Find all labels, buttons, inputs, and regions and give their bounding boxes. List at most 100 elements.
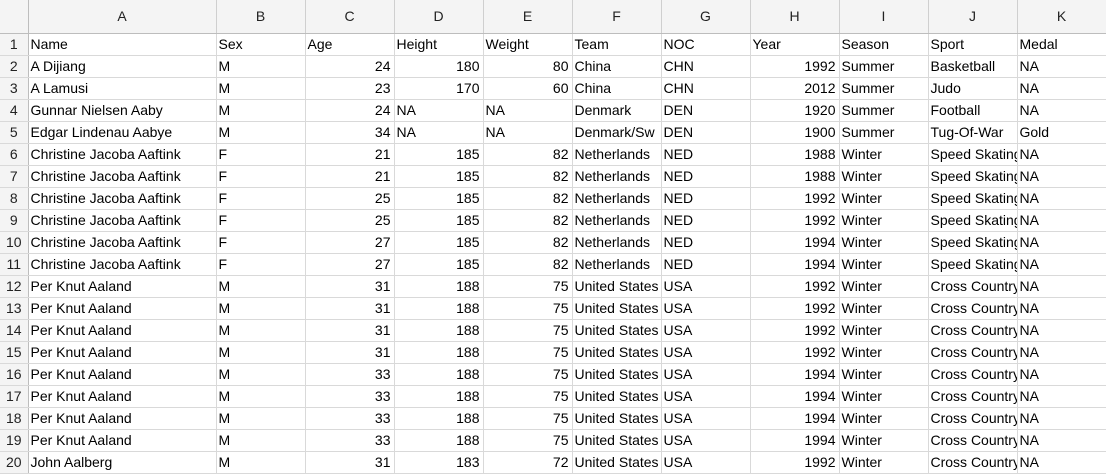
cell-b7[interactable]: F [216, 165, 306, 188]
cell-f8[interactable]: Netherlands [572, 187, 662, 210]
cell-i13[interactable]: Winter [839, 297, 929, 320]
cell-a16[interactable]: Per Knut Aaland [28, 363, 217, 386]
cell-d20[interactable]: 183 [394, 451, 484, 474]
cell-b18[interactable]: M [216, 407, 306, 430]
cell-b1[interactable]: Sex [216, 33, 306, 56]
cell-f18[interactable]: United States [572, 407, 662, 430]
cell-i11[interactable]: Winter [839, 253, 929, 276]
cell-g14[interactable]: USA [661, 319, 751, 342]
cell-j17[interactable]: Cross Country [928, 385, 1018, 408]
cell-g17[interactable]: USA [661, 385, 751, 408]
cell-k5[interactable]: Gold [1017, 121, 1106, 144]
cell-d14[interactable]: 188 [394, 319, 484, 342]
cell-e3[interactable]: 60 [483, 77, 573, 100]
cell-k18[interactable]: NA [1017, 407, 1106, 430]
cell-g20[interactable]: USA [661, 451, 751, 474]
cell-e6[interactable]: 82 [483, 143, 573, 166]
cell-i20[interactable]: Winter [839, 451, 929, 474]
cell-d12[interactable]: 188 [394, 275, 484, 298]
cell-k2[interactable]: NA [1017, 55, 1106, 78]
cell-j12[interactable]: Cross Country [928, 275, 1018, 298]
cell-e20[interactable]: 72 [483, 451, 573, 474]
cell-j1[interactable]: Sport [928, 33, 1018, 56]
cell-a14[interactable]: Per Knut Aaland [28, 319, 217, 342]
cell-c15[interactable]: 31 [305, 341, 395, 364]
cell-c12[interactable]: 31 [305, 275, 395, 298]
cell-a18[interactable]: Per Knut Aaland [28, 407, 217, 430]
cell-f3[interactable]: China [572, 77, 662, 100]
cell-d18[interactable]: 188 [394, 407, 484, 430]
cell-g10[interactable]: NED [661, 231, 751, 254]
cell-e19[interactable]: 75 [483, 429, 573, 452]
column-header-d[interactable]: D [394, 0, 484, 34]
cell-f19[interactable]: United States [572, 429, 662, 452]
cell-j18[interactable]: Cross Country [928, 407, 1018, 430]
cell-a1[interactable]: Name [28, 33, 217, 56]
cell-g8[interactable]: NED [661, 187, 751, 210]
cell-e9[interactable]: 82 [483, 209, 573, 232]
cell-a15[interactable]: Per Knut Aaland [28, 341, 217, 364]
cell-h1[interactable]: Year [750, 33, 840, 56]
cell-k7[interactable]: NA [1017, 165, 1106, 188]
cell-j15[interactable]: Cross Country [928, 341, 1018, 364]
cell-a17[interactable]: Per Knut Aaland [28, 385, 217, 408]
cell-c13[interactable]: 31 [305, 297, 395, 320]
cell-b6[interactable]: F [216, 143, 306, 166]
cell-e17[interactable]: 75 [483, 385, 573, 408]
cell-j14[interactable]: Cross Country [928, 319, 1018, 342]
cell-e18[interactable]: 75 [483, 407, 573, 430]
cell-a6[interactable]: Christine Jacoba Aaftink [28, 143, 217, 166]
cell-d7[interactable]: 185 [394, 165, 484, 188]
column-header-e[interactable]: E [483, 0, 573, 34]
cell-b13[interactable]: M [216, 297, 306, 320]
cell-e8[interactable]: 82 [483, 187, 573, 210]
cell-b4[interactable]: M [216, 99, 306, 122]
cell-d19[interactable]: 188 [394, 429, 484, 452]
cell-i2[interactable]: Summer [839, 55, 929, 78]
cell-c9[interactable]: 25 [305, 209, 395, 232]
cell-c4[interactable]: 24 [305, 99, 395, 122]
cell-h12[interactable]: 1992 [750, 275, 840, 298]
cell-e14[interactable]: 75 [483, 319, 573, 342]
cell-k17[interactable]: NA [1017, 385, 1106, 408]
row-header[interactable]: 13 [0, 297, 29, 320]
cell-f9[interactable]: Netherlands [572, 209, 662, 232]
row-header[interactable]: 20 [0, 451, 29, 474]
cell-k16[interactable]: NA [1017, 363, 1106, 386]
cell-a8[interactable]: Christine Jacoba Aaftink [28, 187, 217, 210]
cell-b16[interactable]: M [216, 363, 306, 386]
cell-i12[interactable]: Winter [839, 275, 929, 298]
cell-b15[interactable]: M [216, 341, 306, 364]
cell-b9[interactable]: F [216, 209, 306, 232]
row-header[interactable]: 9 [0, 209, 29, 232]
row-header[interactable]: 4 [0, 99, 29, 122]
cell-a10[interactable]: Christine Jacoba Aaftink [28, 231, 217, 254]
cell-d5[interactable]: NA [394, 121, 484, 144]
cell-g5[interactable]: DEN [661, 121, 751, 144]
cell-c7[interactable]: 21 [305, 165, 395, 188]
row-header[interactable]: 12 [0, 275, 29, 298]
cell-d17[interactable]: 188 [394, 385, 484, 408]
cell-f20[interactable]: United States [572, 451, 662, 474]
cell-g15[interactable]: USA [661, 341, 751, 364]
cell-j9[interactable]: Speed Skating [928, 209, 1018, 232]
cell-h3[interactable]: 2012 [750, 77, 840, 100]
cell-e4[interactable]: NA [483, 99, 573, 122]
cell-a3[interactable]: A Lamusi [28, 77, 217, 100]
cell-h16[interactable]: 1994 [750, 363, 840, 386]
cell-k15[interactable]: NA [1017, 341, 1106, 364]
cell-h14[interactable]: 1992 [750, 319, 840, 342]
cell-d10[interactable]: 185 [394, 231, 484, 254]
cell-e11[interactable]: 82 [483, 253, 573, 276]
cell-a12[interactable]: Per Knut Aaland [28, 275, 217, 298]
cell-b10[interactable]: F [216, 231, 306, 254]
column-header-c[interactable]: C [305, 0, 395, 34]
cell-h6[interactable]: 1988 [750, 143, 840, 166]
cell-i10[interactable]: Winter [839, 231, 929, 254]
cell-f15[interactable]: United States [572, 341, 662, 364]
cell-d1[interactable]: Height [394, 33, 484, 56]
cell-j7[interactable]: Speed Skating [928, 165, 1018, 188]
cell-c17[interactable]: 33 [305, 385, 395, 408]
cell-e15[interactable]: 75 [483, 341, 573, 364]
cell-d2[interactable]: 180 [394, 55, 484, 78]
